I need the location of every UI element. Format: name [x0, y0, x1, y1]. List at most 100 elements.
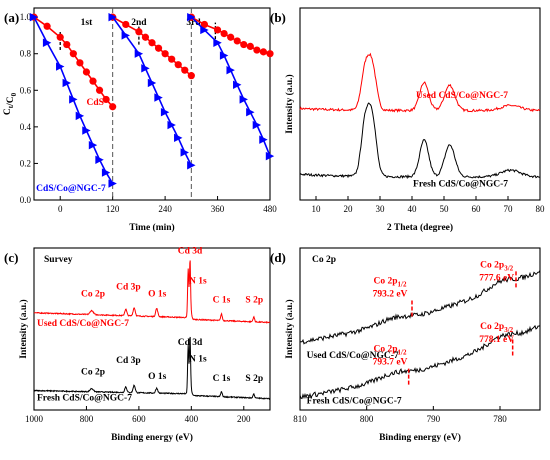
panel-label-a: (a) — [4, 10, 19, 25]
plot-frame-d — [299, 247, 541, 411]
data-point-CdS/Co@NGC-7 — [239, 95, 248, 104]
y-axis-label-part: t — [7, 105, 15, 108]
x-tick-label-c: 800 — [80, 414, 94, 424]
data-point-CdS/Co@NGC-7 — [108, 12, 117, 22]
panel-subtitle: Co 2p — [312, 255, 336, 265]
series-label: Fresh CdS/Co@NGC-7 — [37, 393, 132, 403]
data-point-CdS/Co@NGC-7 — [88, 140, 98, 150]
peak-label: N 1s — [189, 277, 207, 287]
data-point-CdS — [82, 68, 91, 76]
y-axis-label-part: C — [3, 108, 13, 115]
x-tick-label-a: 120 — [106, 204, 120, 214]
peak-label-sub: 1/2 — [398, 349, 407, 357]
xps-survey-curve-Used CdS/Co@NGC-7 — [33, 260, 271, 325]
peak-label-main: Co 2p — [480, 322, 504, 332]
plot-frame-b — [299, 7, 541, 201]
data-point-CdS/Co@NGC-7 — [265, 151, 275, 161]
cycle-label: 1st — [81, 18, 93, 28]
cycle-label: 2nd — [131, 18, 147, 28]
data-point-CdS/Co@NGC-7 — [121, 31, 130, 40]
y-tick-label-a: 0.4 — [20, 122, 32, 132]
peak-label: Cd 3d — [178, 247, 203, 257]
peak-energy-label: 793.7 eV — [373, 358, 408, 368]
data-point-CdS — [148, 39, 156, 47]
peak-label: O 1s — [148, 372, 167, 382]
peak-label: N 1s — [189, 354, 207, 364]
x-tick-label-b: 80 — [536, 204, 546, 214]
x-tick-label-c: 200 — [237, 414, 251, 424]
x-tick-label-a: 480 — [263, 204, 277, 214]
peak-label: Cd 3p — [116, 282, 141, 292]
data-point-CdS — [240, 40, 248, 49]
peak-label: S 2p — [245, 295, 263, 305]
data-point-CdS/Co@NGC-7 — [154, 93, 163, 102]
cycle-label: 3rd — [186, 18, 201, 28]
plot-frame-c — [33, 247, 271, 411]
data-point-CdS — [89, 77, 97, 85]
data-point-CdS/Co@NGC-7 — [213, 38, 222, 47]
data-point-CdS — [233, 37, 241, 45]
y-axis-label-part: /C — [6, 96, 16, 107]
x-tick-label-b: 40 — [408, 204, 418, 214]
y-axis-label-b: Intensity (a.u.) — [284, 74, 295, 133]
data-point-CdS/Co@NGC-7 — [233, 80, 242, 89]
data-point-CdS/Co@NGC-7 — [141, 64, 150, 73]
peak-label: Co 2p — [81, 367, 105, 377]
peak-label-main: Co 2p — [374, 277, 398, 287]
data-point-CdS — [69, 50, 77, 58]
peak-label: C 1s — [213, 374, 231, 384]
x-tick-label-a: 0 — [58, 204, 63, 214]
xrd-curve-Used CdS/Co@NGC-7 — [299, 52, 541, 113]
x-tick-label-b: 70 — [504, 204, 514, 214]
data-point-CdS — [181, 66, 189, 74]
series-label: Used CdS/Co@NGC-7 — [307, 351, 399, 361]
y-tick-label-a: 0.0 — [20, 195, 32, 205]
data-point-CdS/Co@NGC-7 — [134, 49, 144, 58]
data-point-CdS/Co@NGC-7 — [101, 168, 111, 177]
data-point-CdS — [246, 42, 254, 51]
peak-label-sub: 1/2 — [398, 281, 407, 289]
data-point-CdS — [259, 48, 268, 56]
data-point-CdS/Co@NGC-7 — [75, 111, 85, 121]
y-axis-label-part: 0 — [10, 92, 18, 96]
data-point-CdS/Co@NGC-7 — [252, 120, 262, 130]
y-tick-label-a: 0.2 — [20, 158, 31, 168]
peak-energy-label: 777.6 eV — [479, 273, 514, 283]
data-point-CdS — [95, 86, 104, 94]
x-tick-label-b: 60 — [472, 204, 482, 214]
peak-label-main: Co 2p — [374, 345, 398, 355]
series-label: Used CdS/Co@NGC-7 — [37, 319, 129, 329]
data-point-CdS — [220, 29, 228, 38]
peak-label: Co 2p3/2 — [480, 322, 513, 334]
series-label: CdS — [86, 98, 103, 108]
data-point-CdS — [168, 55, 176, 63]
peak-label-sub: 3/2 — [504, 264, 513, 272]
data-point-CdS/Co@NGC-7 — [56, 62, 65, 71]
data-point-CdS/Co@NGC-7 — [167, 120, 176, 130]
x-tick-label-d: 800 — [360, 414, 374, 424]
peak-label: Co 2p3/2 — [480, 260, 513, 272]
data-point-CdS/Co@NGC-7 — [108, 179, 117, 188]
y-tick-label-a: 1.0 — [20, 12, 32, 22]
x-tick-label-c: 600 — [132, 414, 146, 424]
peak-label: Cd 3d — [178, 338, 203, 348]
peak-label: Co 2p — [81, 290, 105, 300]
data-point-CdS — [141, 33, 150, 41]
peak-label: O 1s — [148, 290, 167, 300]
x-axis-label-b: 2 Theta (degree) — [387, 222, 453, 233]
x-tick-label-b: 20 — [344, 204, 354, 214]
data-point-CdS/Co@NGC-7 — [29, 12, 39, 22]
peak-label-main: Co 2p — [480, 260, 504, 270]
y-axis-label-a: Ct/C0 — [3, 92, 18, 115]
peak-label: Co 2p1/2 — [374, 277, 407, 289]
peak-energy-label: 793.2 eV — [373, 290, 408, 300]
peak-label: Co 2p1/2 — [374, 345, 407, 357]
data-point-CdS/Co@NGC-7 — [259, 135, 268, 144]
x-tick-label-b: 50 — [440, 204, 450, 214]
xps-co2p-curve-Used CdS/Co@NGC-7 — [299, 270, 541, 345]
data-point-CdS — [56, 33, 64, 41]
x-tick-label-a: 360 — [211, 204, 225, 214]
x-tick-label-a: 240 — [158, 204, 172, 214]
data-point-CdS — [63, 40, 71, 49]
peak-energy-label: 778.1 eV — [479, 335, 514, 345]
